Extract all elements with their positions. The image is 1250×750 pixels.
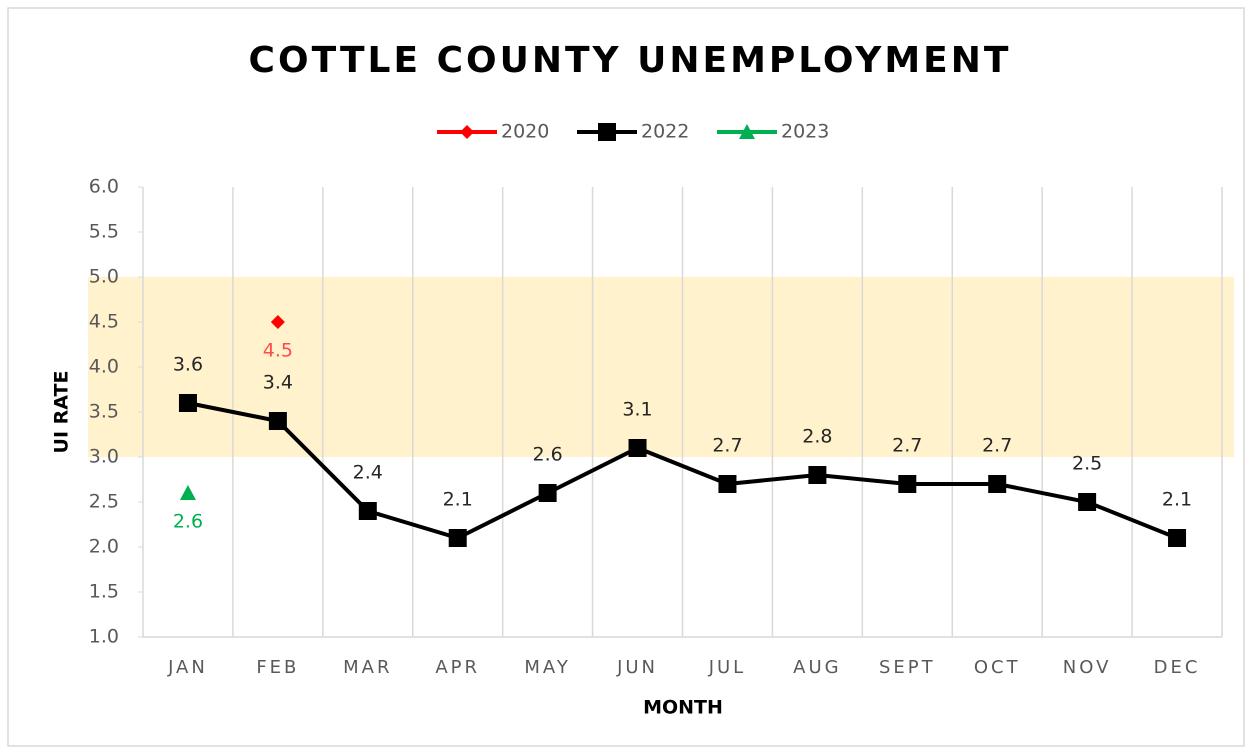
data-point	[898, 475, 917, 493]
data-point	[268, 412, 287, 430]
legend-marker	[460, 125, 474, 139]
data-point	[628, 439, 647, 457]
data-point	[808, 466, 827, 484]
x-tick-label: SEPT	[879, 657, 936, 678]
data-label: 3.4	[263, 372, 293, 394]
y-tick-label: 4.5	[89, 311, 119, 333]
x-tick-label: MAR	[343, 657, 392, 678]
y-tick-label: 1.5	[89, 581, 119, 603]
data-point	[988, 475, 1007, 493]
data-point	[718, 475, 737, 493]
data-label: 2.5	[1072, 453, 1102, 475]
y-tick-label: 3.5	[89, 401, 119, 423]
data-label: 3.6	[173, 354, 203, 376]
y-tick-label: 4.0	[89, 356, 119, 378]
highlight-band	[88, 277, 1234, 457]
y-axis-label: UI RATE	[51, 371, 73, 454]
y-tick-label: 1.0	[89, 626, 119, 648]
data-point	[358, 502, 377, 520]
data-point	[538, 484, 557, 502]
x-tick-label: JAN	[167, 657, 208, 678]
data-point	[178, 394, 197, 412]
data-label: 2.7	[712, 435, 742, 457]
data-label: 3.1	[622, 399, 652, 421]
x-tick-label: JUN	[616, 657, 658, 678]
data-point	[179, 485, 196, 500]
legend-marker	[598, 123, 616, 141]
x-tick-label: NOV	[1063, 657, 1112, 678]
data-point	[270, 315, 285, 329]
x-tick-label: DEC	[1154, 657, 1201, 678]
data-label: 2.6	[173, 511, 203, 533]
data-label: 2.7	[982, 435, 1012, 457]
x-tick-label: FEB	[256, 657, 299, 678]
data-label: 4.5	[263, 340, 293, 362]
y-tick-label: 2.0	[89, 536, 119, 558]
y-tick-label: 2.5	[89, 491, 119, 513]
data-point	[1078, 493, 1097, 511]
chart-title: COTTLE COUNTY UNEMPLOYMENT	[249, 40, 1012, 81]
data-label: 2.6	[533, 444, 563, 466]
y-tick-label: 5.0	[89, 266, 119, 288]
x-tick-label: OCT	[974, 657, 1021, 678]
series-line	[187, 401, 1178, 541]
legend-label: 2023	[781, 121, 829, 143]
legend-label: 2022	[641, 121, 689, 143]
x-tick-label: AUG	[793, 657, 841, 678]
data-label: 2.1	[1162, 489, 1192, 511]
y-tick-label: 3.0	[89, 446, 119, 468]
data-label: 2.7	[892, 435, 922, 457]
x-tick-label: MAY	[524, 657, 570, 678]
data-point	[1168, 529, 1187, 547]
x-axis-label: MONTH	[643, 697, 723, 719]
legend-label: 2020	[501, 121, 549, 143]
x-tick-label: JUL	[708, 657, 747, 678]
data-point	[448, 529, 467, 547]
y-tick-label: 6.0	[89, 176, 119, 198]
data-label: 2.4	[353, 462, 383, 484]
x-tick-label: APR	[435, 657, 480, 678]
y-tick-label: 5.5	[89, 221, 119, 243]
data-label: 2.8	[802, 426, 832, 448]
legend-marker	[739, 124, 755, 139]
data-label: 2.1	[443, 489, 473, 511]
